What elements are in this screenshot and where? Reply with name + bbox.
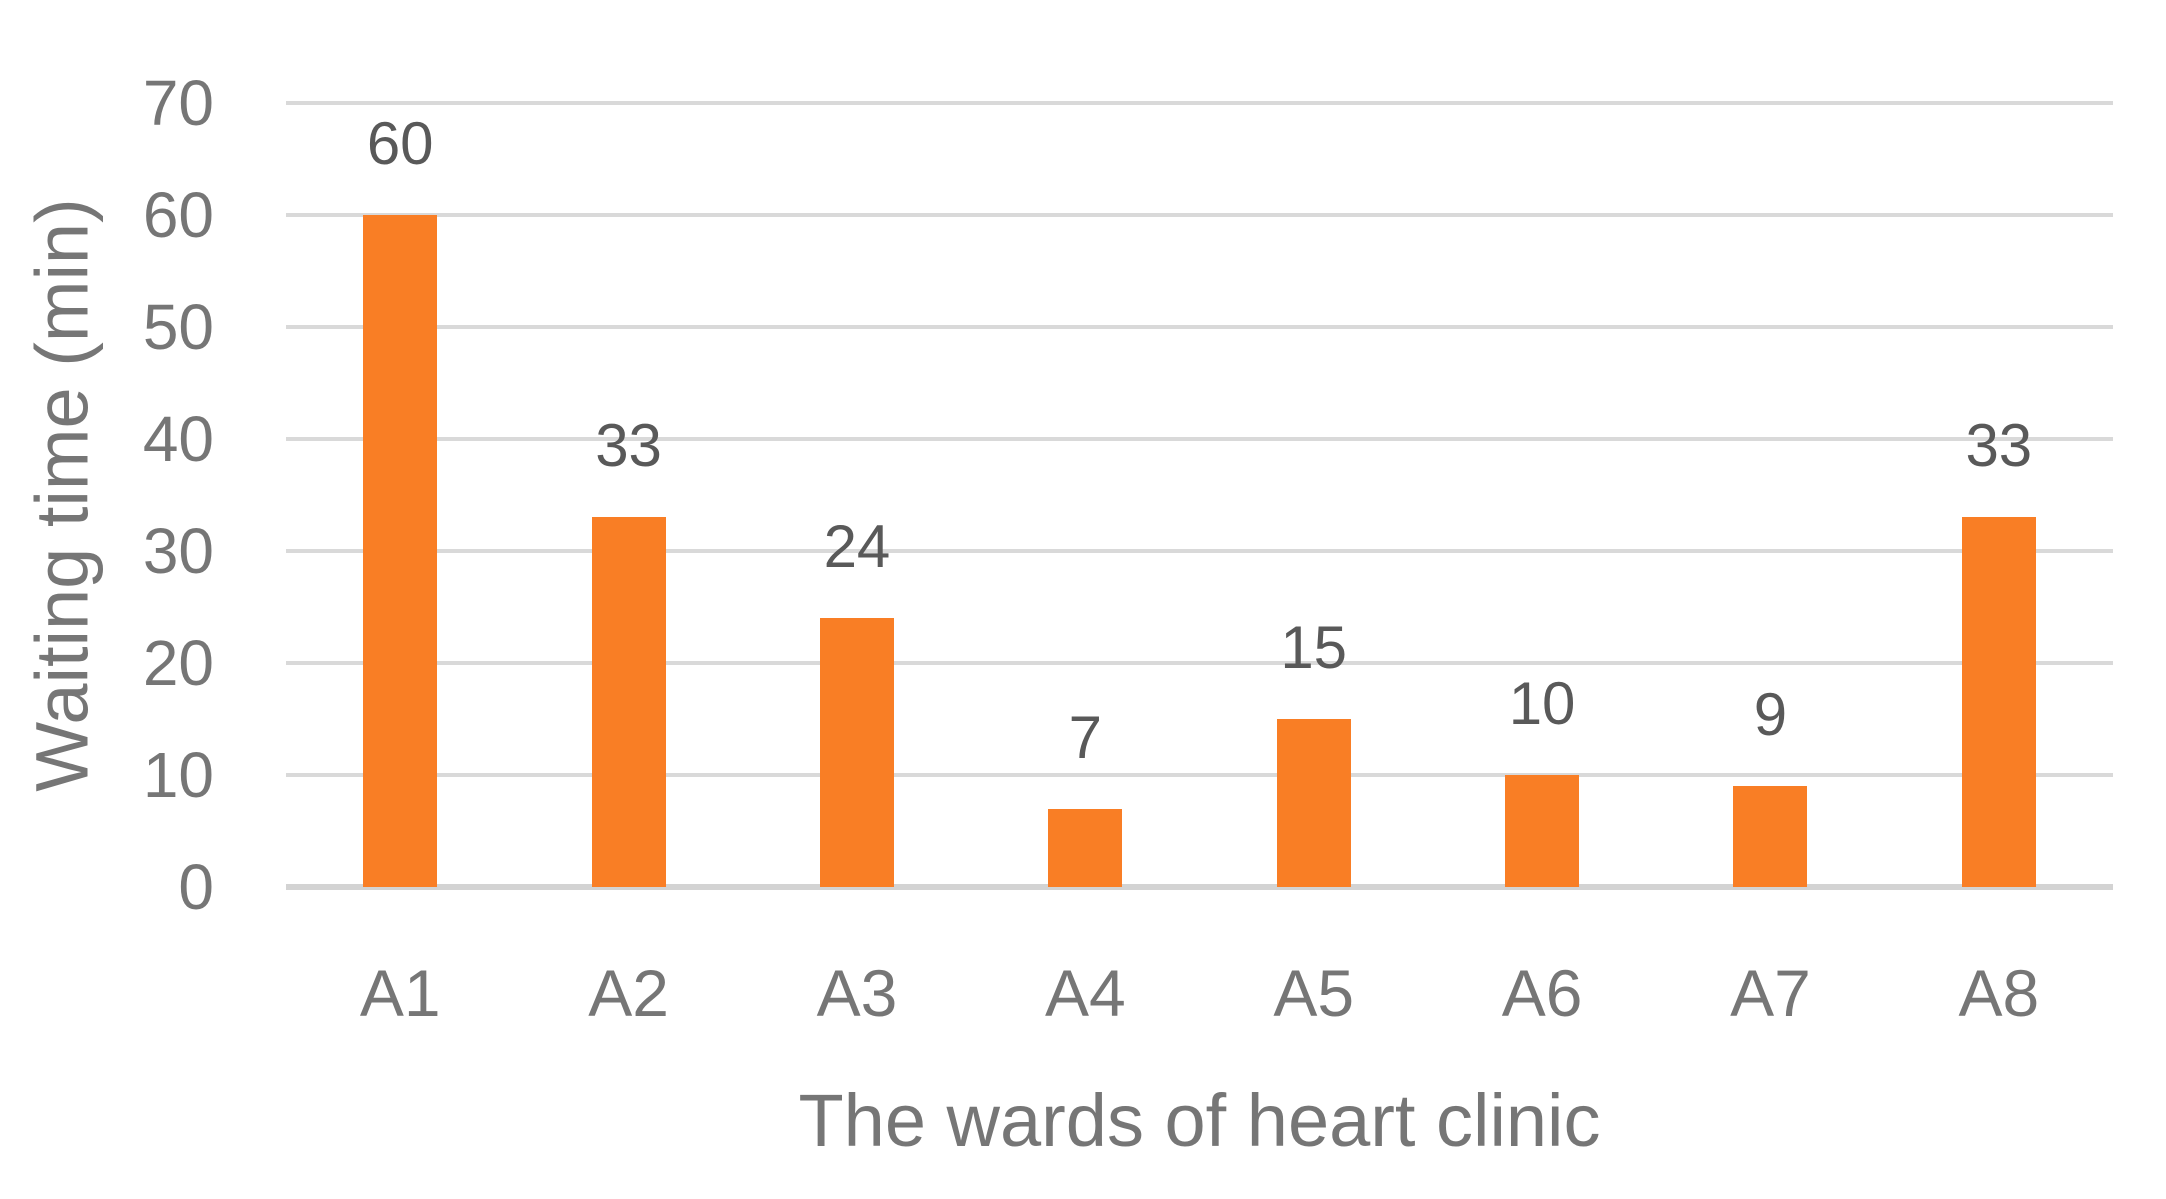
x-category-label-A7: A7 — [1730, 956, 1811, 1030]
bar-value-label: 33 — [1965, 412, 2033, 480]
bar-A5 — [1276, 719, 1351, 887]
gridline — [286, 437, 2113, 441]
x-category-label-A1: A1 — [359, 956, 441, 1030]
x-category-label-A6: A6 — [1501, 956, 1583, 1030]
y-tick-label: 60 — [142, 179, 214, 251]
bar-value-label: 7 — [1068, 703, 1102, 771]
x-axis-title: The wards of heart clinic — [798, 1079, 1601, 1162]
gridline — [286, 325, 2113, 329]
x-category-label-A8: A8 — [1958, 956, 2040, 1030]
x-category-label-A3: A3 — [816, 956, 898, 1030]
y-tick-label: 30 — [142, 515, 214, 587]
y-tick-label: 40 — [142, 403, 214, 475]
bar-value-label: 9 — [1753, 681, 1788, 749]
x-category-label-A2: A2 — [588, 956, 669, 1030]
x-axis-baseline — [286, 884, 2113, 890]
bar-A3 — [819, 618, 894, 887]
gridline — [286, 549, 2113, 553]
bar-A2 — [591, 517, 666, 887]
bar-A8 — [1961, 517, 2036, 887]
bar-value-label: 60 — [366, 110, 434, 177]
gridline — [286, 661, 2113, 665]
bar-A6 — [1505, 775, 1580, 887]
gridline — [286, 773, 2113, 777]
y-axis-title-text: Waiting time (min) — [21, 198, 105, 792]
gridline — [286, 101, 2113, 105]
y-tick-label: 10 — [142, 739, 214, 811]
y-tick-label: 0 — [178, 851, 214, 923]
bar-value-label: 10 — [1508, 670, 1576, 737]
x-category-label-A4: A4 — [1044, 956, 1126, 1030]
y-tick-label: 20 — [142, 627, 214, 699]
bar-A1 — [363, 215, 438, 887]
y-tick-label: 70 — [142, 67, 214, 139]
bar-value-label: 15 — [1280, 614, 1348, 681]
bar-A7 — [1733, 786, 1808, 887]
bar-value-label: 24 — [823, 513, 891, 581]
y-tick-label: 50 — [142, 291, 214, 363]
gridline — [286, 213, 2113, 217]
plot-area — [286, 101, 2113, 890]
bar-A4 — [1048, 808, 1123, 887]
bar-value-label: 33 — [595, 412, 662, 480]
x-category-label-A5: A5 — [1273, 956, 1355, 1030]
